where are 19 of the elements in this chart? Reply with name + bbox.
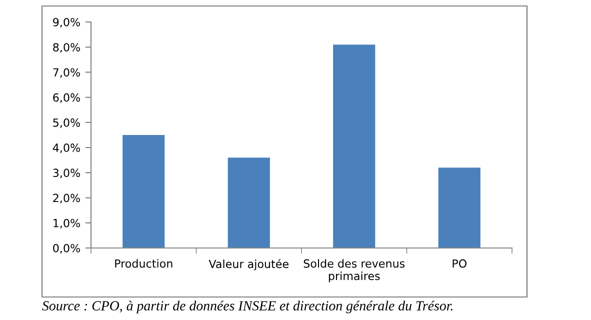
- y-tick-label: 8,0%: [53, 43, 80, 53]
- x-tick-label: Valeur ajoutée: [208, 259, 288, 270]
- x-tick-label: PO: [452, 259, 466, 268]
- y-tick-label: 5,0%: [53, 118, 80, 128]
- y-tick-label: 4,0%: [52, 144, 80, 154]
- y-tick-label: 0,0%: [53, 244, 80, 254]
- y-tick-label: 7,0%: [53, 68, 80, 78]
- y-tick-label: 9,0%: [53, 18, 80, 28]
- y-tick-label: 2,0%: [53, 194, 80, 204]
- bar: [438, 168, 480, 248]
- x-tick-label: Production: [115, 259, 172, 268]
- y-tick-label: 1,0%: [54, 218, 80, 228]
- bar: [333, 44, 376, 248]
- bar: [122, 135, 165, 248]
- source-note: Source : CPO, à partir de données INSEE et direction générale du Trésor.: [42, 300, 452, 314]
- bar: [228, 158, 270, 248]
- y-tick-label: 3,0%: [53, 168, 80, 178]
- x-tick-label: Solde des revenus primaires: [304, 259, 405, 282]
- y-tick-label: 6,0%: [53, 93, 80, 103]
